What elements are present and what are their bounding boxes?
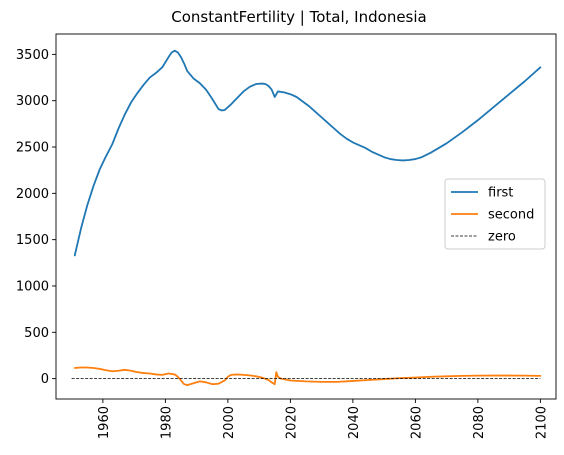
y-tick-label: 3500 xyxy=(16,48,49,63)
legend-label-first: first xyxy=(488,186,513,201)
y-tick-label: 1000 xyxy=(16,279,49,294)
x-tick-label: 2100 xyxy=(534,406,549,439)
x-tick-label: 1980 xyxy=(159,406,174,439)
legend-label-second: second xyxy=(488,208,534,223)
y-tick-label: 1500 xyxy=(16,233,49,248)
y-tick-label: 3000 xyxy=(16,94,49,109)
plot-area xyxy=(71,49,542,386)
y-tick-label: 2500 xyxy=(16,141,49,156)
legend: first second zero xyxy=(444,178,546,250)
x-tick-label: 2060 xyxy=(409,406,424,439)
x-tick-label: 2040 xyxy=(347,406,362,439)
y-tick-label: 0 xyxy=(41,372,49,387)
chart-title: ConstantFertility | Total, Indonesia xyxy=(171,8,426,26)
axes-frame xyxy=(55,33,557,400)
x-tick-label: 2020 xyxy=(284,406,299,439)
legend-box xyxy=(444,178,546,250)
x-tick-label: 2080 xyxy=(472,406,487,439)
legend-label-zero: zero xyxy=(488,230,516,245)
series-line-second xyxy=(73,366,542,386)
x-tick-label: 2000 xyxy=(222,406,237,439)
series-line-first xyxy=(73,49,542,257)
y-tick-label: 500 xyxy=(24,326,49,341)
y-tick-label: 2000 xyxy=(16,187,49,202)
x-tick-label: 1960 xyxy=(97,406,112,439)
axes: 0 500 1000 1500 2000 2500 3000 3500 1960 1980 2000… xyxy=(16,33,557,439)
